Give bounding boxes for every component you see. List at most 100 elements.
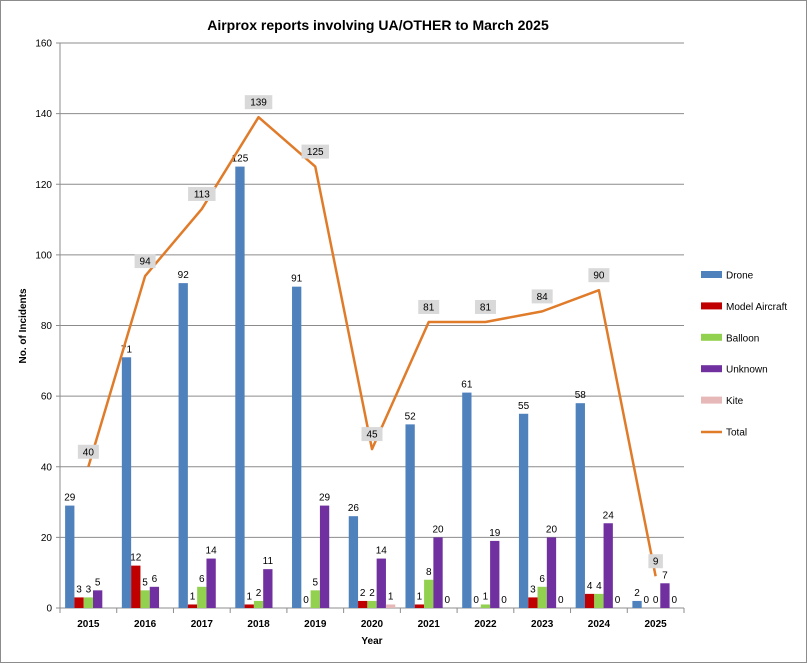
- total-label-box: [134, 254, 156, 269]
- legend-swatch: [701, 396, 722, 404]
- bar-data-label: 52: [405, 411, 417, 422]
- total-data-label: 84: [537, 292, 549, 303]
- bar: [376, 558, 386, 608]
- bar: [575, 403, 585, 608]
- bar-data-label: 92: [178, 270, 190, 281]
- bar: [235, 166, 245, 608]
- total-label-box: [361, 427, 383, 442]
- bar: [140, 590, 150, 608]
- bar-data-label: 6: [199, 574, 205, 585]
- y-tick-label: 80: [41, 321, 53, 332]
- legend-entry-label: Total: [726, 428, 747, 439]
- bar: [385, 604, 396, 608]
- total-data-label: 9: [653, 557, 659, 568]
- bar-data-label: 1: [483, 591, 489, 602]
- total-data-label: 94: [140, 257, 152, 268]
- bar-data-label: 8: [426, 567, 432, 578]
- legend-entry-label: Balloon: [726, 333, 759, 344]
- bar: [433, 537, 443, 608]
- bar-data-label: 125: [232, 154, 249, 165]
- x-tick-label: 2017: [191, 619, 214, 630]
- bar: [660, 583, 670, 608]
- bar: [490, 540, 500, 608]
- total-label-box: [301, 144, 330, 159]
- total-data-label: 81: [480, 302, 492, 313]
- bar-data-label: 71: [121, 344, 133, 355]
- bar: [197, 586, 207, 608]
- bar-data-label: 11: [263, 556, 274, 567]
- bar: [65, 505, 75, 608]
- legend-swatch: [701, 365, 722, 373]
- bar-data-label: 0: [671, 595, 677, 606]
- x-tick-label: 2023: [531, 619, 554, 630]
- bar-data-label: 55: [518, 401, 530, 412]
- y-tick-label: 120: [35, 180, 52, 191]
- bar: [632, 600, 642, 608]
- y-tick-labels: 0 20 40 60 80 100 120 140 160: [35, 39, 52, 615]
- bar: [206, 558, 216, 608]
- x-tick-label: 2019: [304, 619, 327, 630]
- total-data-label: 81: [423, 302, 435, 313]
- legend-swatch: [701, 333, 722, 341]
- bar-data-label: 1: [417, 591, 423, 602]
- y-axis-label: No. of Incidents: [18, 288, 29, 363]
- total-label-box: [244, 95, 273, 110]
- bar: [358, 600, 368, 608]
- total-data-label: 45: [366, 430, 378, 441]
- bar: [537, 586, 547, 608]
- bar-data-label: 29: [64, 493, 76, 504]
- total-data-label: 125: [307, 147, 324, 158]
- bar: [414, 604, 425, 608]
- bar: [83, 597, 94, 608]
- x-tick-label: 2020: [361, 619, 384, 630]
- bar: [187, 604, 198, 608]
- bar-data-label: 5: [312, 577, 318, 588]
- bar-data-label: 58: [575, 390, 587, 401]
- bar-data-label: 12: [130, 553, 142, 564]
- legend-swatch: [701, 302, 722, 310]
- bar: [367, 600, 377, 608]
- bar: [93, 590, 103, 608]
- bar-data-label: 0: [558, 595, 564, 606]
- bar: [319, 505, 330, 608]
- y-tick-label: 0: [46, 604, 52, 615]
- bar-data-label: 2: [360, 588, 366, 599]
- x-tick-label: 2015: [77, 619, 100, 630]
- bar-data-label: 0: [644, 595, 650, 606]
- total-data-label: 40: [83, 447, 95, 458]
- bar-data-label: 7: [662, 570, 668, 581]
- total-data-label: 90: [593, 271, 605, 282]
- bar-data-label: 6: [152, 574, 158, 585]
- bar: [74, 597, 84, 608]
- total-data-label: 139: [250, 98, 267, 109]
- y-tick-label: 20: [41, 533, 53, 544]
- bar-data-label: 3: [76, 584, 82, 595]
- chart-title: Airprox reports involving UA/OTHER to Ma…: [207, 17, 549, 33]
- bar: [121, 357, 132, 608]
- y-tick-label: 60: [41, 392, 53, 403]
- bar-data-label: 1: [190, 591, 196, 602]
- bar-data-label: 1: [388, 591, 394, 602]
- y-tick-label: 140: [35, 109, 52, 120]
- bar: [149, 586, 160, 608]
- bar-data-label: 0: [615, 595, 621, 606]
- bar-data-label: 0: [303, 595, 309, 606]
- total-label-box: [77, 444, 99, 459]
- bar-data-label: 0: [653, 595, 659, 606]
- bar-data-label: 91: [291, 274, 303, 285]
- x-axis-label: Year: [361, 636, 382, 647]
- legend: Drone Model Aircraft Balloon Unknown Kite Tot…: [701, 271, 787, 439]
- total-label-box: [474, 299, 496, 314]
- bar: [310, 590, 320, 608]
- bar-data-label: 2: [369, 588, 375, 599]
- bar: [528, 597, 538, 608]
- bar-data-label: 6: [539, 574, 545, 585]
- total-line: 40 94 113 139 125 45 81 81 84 90 9: [77, 95, 663, 577]
- bar: [263, 569, 273, 608]
- bar: [244, 604, 254, 608]
- bar: [178, 283, 188, 608]
- legend-entry-label: Drone: [726, 271, 754, 282]
- bar-data-label: 2: [256, 588, 262, 599]
- bar: [584, 593, 595, 608]
- total-label-box: [531, 289, 553, 304]
